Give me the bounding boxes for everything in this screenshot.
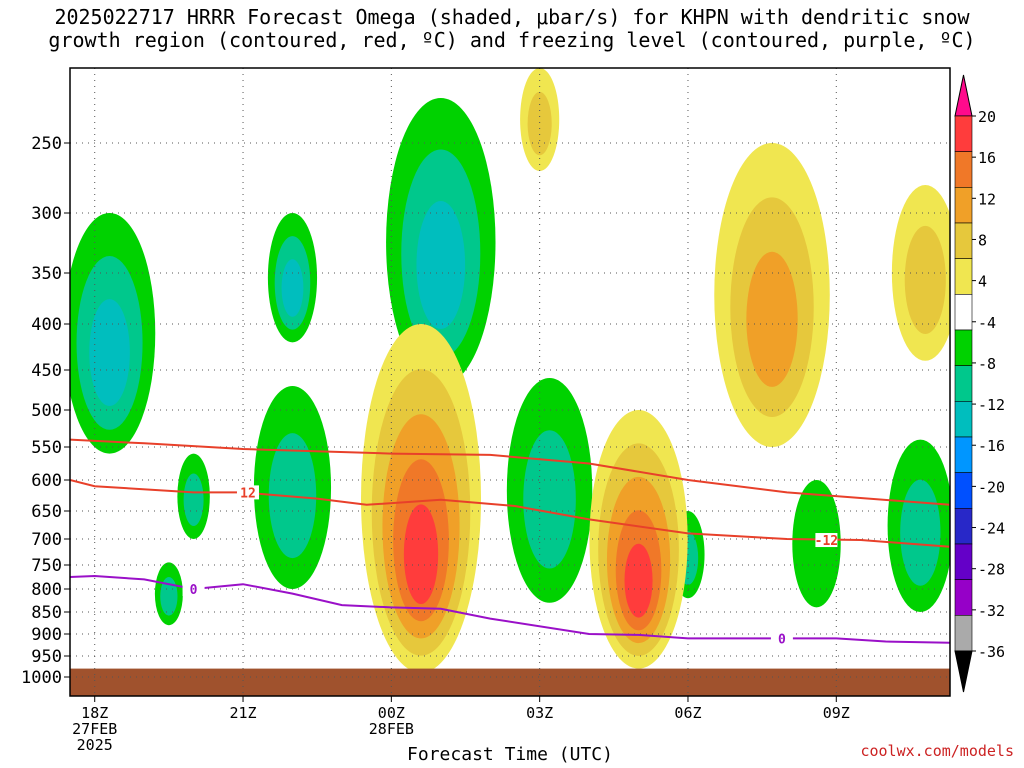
colorbar-label-12: -32 <box>978 602 1005 620</box>
omega-region-2-level-1 <box>160 576 178 616</box>
x-tick-label-15-0: 09Z <box>823 704 850 722</box>
chart-title: 2025022717 HRRR Forecast Omega (shaded, … <box>0 6 1024 52</box>
omega-region-0-level-2 <box>89 299 130 407</box>
omega-shading <box>70 68 950 673</box>
omega-region-1-level-1 <box>183 473 204 526</box>
y-tick-label-850: 850 <box>31 603 62 623</box>
colorbar-label-8: -16 <box>978 437 1005 455</box>
colorbar-box-4 <box>954 258 973 295</box>
y-tick-label-300: 300 <box>31 204 62 224</box>
colorbar-box-2 <box>954 187 973 224</box>
colorbar-bottom-arrow <box>954 650 973 693</box>
x-axis-label: Forecast Time (UTC) <box>407 744 613 765</box>
omega-region-12-level-2 <box>746 251 798 387</box>
colorbar-box-8 <box>954 401 973 438</box>
contour-label-2: 0 <box>190 583 198 598</box>
y-tick-label-750: 750 <box>31 556 62 576</box>
colorbar-box-5 <box>954 294 973 331</box>
y-tick-label-500: 500 <box>31 401 62 421</box>
colorbar-box-1 <box>954 151 973 188</box>
x-tick-label-3-0: 21Z <box>229 704 256 722</box>
ground-rect <box>70 668 950 696</box>
contour-line-2 <box>70 574 950 644</box>
ground-layer <box>70 668 950 696</box>
contour-line-1 <box>70 479 950 548</box>
y-tick-label-950: 950 <box>31 647 62 667</box>
omega-region-14-level-1 <box>527 91 552 156</box>
y-tick-label-1000: 1000 <box>21 668 62 688</box>
colorbar-box-13 <box>954 579 973 616</box>
omega-region-11-level-4 <box>624 543 653 618</box>
colorbar-label-6: -8 <box>978 355 996 373</box>
contour-line-0 <box>70 438 950 506</box>
omega-region-9-level-1 <box>900 479 941 586</box>
y-tick-label-700: 700 <box>31 530 62 550</box>
colorbar-box-14 <box>954 615 973 652</box>
y-tick-label-250: 250 <box>31 134 62 154</box>
omega-region-10-level-4 <box>403 504 439 605</box>
omega-region-13-level-1 <box>904 225 946 335</box>
colorbar-box-0 <box>954 115 973 152</box>
y-tick-label-400: 400 <box>31 315 62 335</box>
contour-label-bg-3 <box>770 631 793 646</box>
colorbar-box-6 <box>954 329 973 366</box>
contour-label-0: 12 <box>240 486 256 501</box>
x-tick-label-6-1: 28FEB <box>369 720 414 738</box>
x-tick-label-0-0: 18Z <box>81 704 108 722</box>
colorbar-box-7 <box>954 365 973 402</box>
temperature-contours <box>70 438 950 644</box>
colorbar-box-3 <box>954 222 973 259</box>
colorbar-label-13: -36 <box>978 643 1005 661</box>
x-tick-label-0-2: 2025 <box>77 736 113 754</box>
contour-labels: 12 -12 0 0 <box>182 485 838 647</box>
colorbar-top-arrow <box>954 74 973 117</box>
colorbar-label-11: -28 <box>978 561 1005 579</box>
title-line-1: 2025022717 HRRR Forecast Omega (shaded, … <box>54 5 970 29</box>
y-tick-label-650: 650 <box>31 502 62 522</box>
colorbar-label-1: 16 <box>978 149 996 167</box>
x-tick-label-9-0: 03Z <box>526 704 553 722</box>
y-tick-label-900: 900 <box>31 625 62 645</box>
colorbar-label-0: 20 <box>978 108 996 126</box>
contour-label-bg-0 <box>236 485 259 500</box>
colorbar-label-7: -12 <box>978 396 1005 414</box>
title-line-2: growth region (contoured, red, ºC) and f… <box>48 28 976 52</box>
y-tick-label-600: 600 <box>31 471 62 491</box>
site-credit: coolwx.com/models <box>860 742 1014 760</box>
contour-label-3: 0 <box>778 632 786 647</box>
omega-region-3-level-2 <box>281 259 304 317</box>
y-tick-label-450: 450 <box>31 361 62 381</box>
x-tick-label-6-0: 00Z <box>378 704 405 722</box>
colorbar: 20 16 12 8 4 -4 -8 -12 -16 -20 -24 -28 -32 -36 <box>954 74 1005 693</box>
y-tick-label-800: 800 <box>31 580 62 600</box>
colorbar-label-5: -4 <box>978 314 996 332</box>
colorbar-label-9: -20 <box>978 478 1005 496</box>
x-tick-label-0-1: 27FEB <box>72 720 117 738</box>
contour-label-bg-1 <box>815 533 838 548</box>
y-axis: 2503003504004505005506006507007508008509… <box>21 134 70 688</box>
colorbar-label-2: 12 <box>978 190 996 208</box>
contour-label-1: -12 <box>815 534 838 549</box>
contour-label-bg-2 <box>182 582 205 596</box>
colorbar-box-11 <box>954 508 973 545</box>
plot-frame <box>69 67 951 697</box>
colorbar-box-10 <box>954 472 973 509</box>
colorbar-label-3: 8 <box>978 231 987 249</box>
colorbar-label-10: -24 <box>978 520 1005 538</box>
x-tick-label-12-0: 06Z <box>674 704 701 722</box>
colorbar-box-9 <box>954 436 973 473</box>
y-tick-label-350: 350 <box>31 264 62 284</box>
colorbar-box-12 <box>954 543 973 580</box>
omega-region-6-level-1 <box>523 430 576 569</box>
omega-region-5-level-2 <box>416 201 466 330</box>
y-tick-label-550: 550 <box>31 438 62 458</box>
colorbar-label-4: 4 <box>978 273 987 291</box>
